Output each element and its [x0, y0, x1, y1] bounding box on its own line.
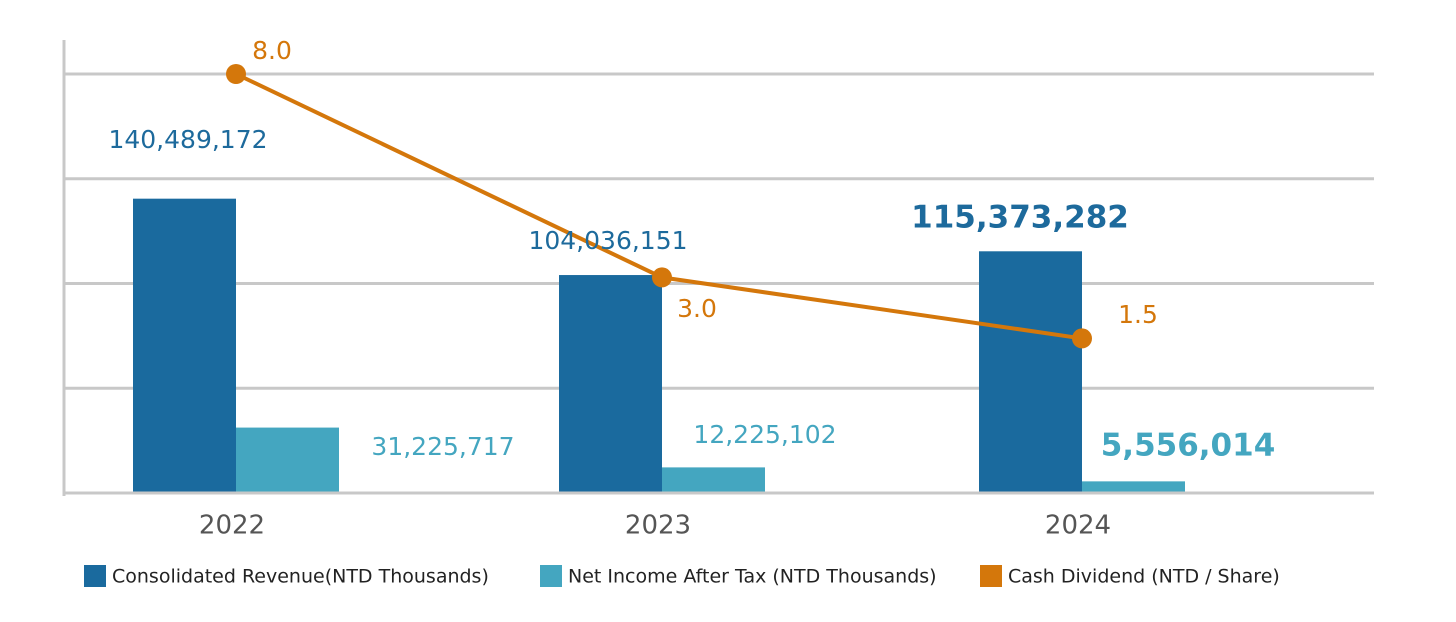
point [226, 64, 246, 84]
bar [559, 275, 662, 493]
data-label: 115,373,282 [911, 200, 1129, 236]
bar [236, 427, 339, 493]
legend-label: Cash Dividend (NTD / Share) [1008, 566, 1280, 588]
legend-swatch [84, 565, 106, 587]
data-label: 1.5 [1118, 300, 1158, 329]
data-label: 5,556,014 [1101, 428, 1276, 464]
data-label: 31,225,717 [371, 432, 514, 461]
x-tick-label: 2023 [625, 511, 691, 541]
data-label: 12,225,102 [693, 420, 836, 449]
legend-label: Consolidated Revenue(NTD Thousands) [112, 566, 489, 588]
bar [133, 198, 236, 494]
point [1072, 328, 1092, 349]
legend-swatch [980, 565, 1002, 587]
x-tick-label: 2022 [199, 511, 265, 541]
bar [979, 251, 1082, 493]
legend-label: Net Income After Tax (NTD Thousands) [568, 566, 937, 588]
x-tick-label: 2024 [1045, 511, 1111, 541]
bar [1082, 481, 1185, 493]
data-label: 140,489,172 [108, 125, 267, 154]
point [652, 267, 672, 288]
data-label: 104,036,151 [528, 226, 687, 255]
data-label: 8.0 [252, 36, 292, 65]
legend-swatch [540, 565, 562, 587]
data-label: 3.0 [677, 294, 717, 323]
bar [662, 467, 765, 493]
